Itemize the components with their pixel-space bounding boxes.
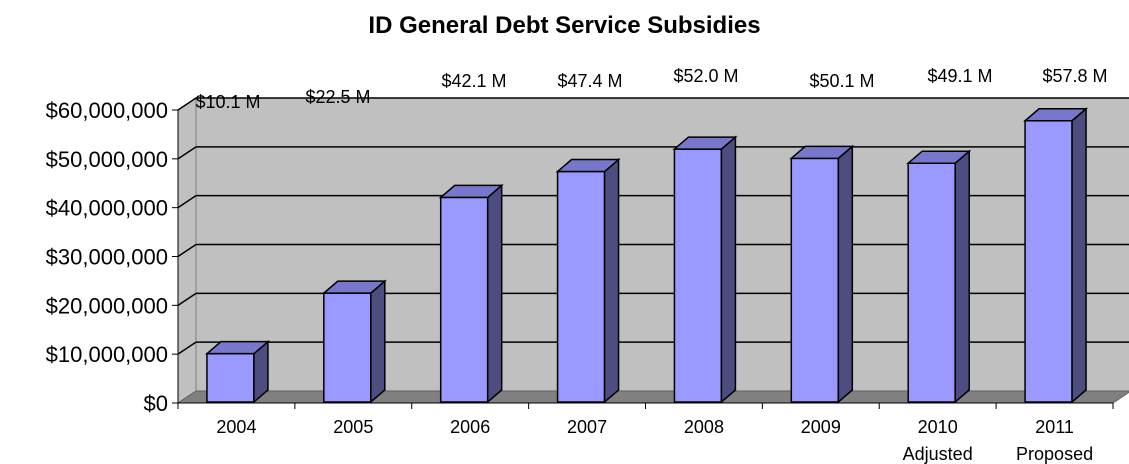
bar-side <box>720 135 737 404</box>
bar-side <box>837 144 854 404</box>
bar <box>206 352 255 403</box>
bar-top <box>204 340 270 355</box>
bar-side <box>954 149 970 404</box>
bar <box>907 162 956 403</box>
bar-side <box>603 157 620 404</box>
x-tick-label: 2004 <box>216 417 256 437</box>
x-tick-label: 2006 <box>450 417 490 437</box>
x-tick-label: Proposed <box>1016 444 1093 464</box>
data-label: $52.0 M <box>673 66 738 86</box>
bar <box>1024 119 1073 403</box>
bar-top <box>1023 107 1089 122</box>
bar <box>673 148 723 403</box>
bar-side <box>370 279 386 404</box>
data-label: $47.4 M <box>557 71 622 91</box>
x-tick-label: 2010 <box>918 417 958 437</box>
data-label: $49.1 M <box>927 66 992 86</box>
plot-floor <box>176 390 1129 404</box>
y-tick-label: $30,000,000 <box>46 245 168 270</box>
bar-top <box>906 150 972 164</box>
bar-side <box>1071 107 1087 404</box>
x-tick-label: 2008 <box>684 417 724 437</box>
bar-top <box>555 158 621 173</box>
gridline-side <box>177 195 197 209</box>
gridline-side <box>177 292 197 306</box>
x-tick-label: 2009 <box>801 417 841 437</box>
gridline-side <box>177 243 197 258</box>
data-label: $42.1 M <box>441 71 506 91</box>
gridline-side <box>177 341 197 355</box>
x-tick-label: 2011 <box>1035 417 1074 437</box>
y-tick-label: $20,000,000 <box>46 293 168 318</box>
y-tick-label: $10,000,000 <box>46 342 168 367</box>
x-tick-label: 2005 <box>333 417 373 437</box>
bar-top <box>321 280 387 294</box>
data-label: $50.1 M <box>809 71 874 91</box>
gridline-side <box>177 146 197 160</box>
y-tick-label: $60,000,000 <box>46 98 168 123</box>
x-tick-label: Adjusted <box>903 444 973 464</box>
bar <box>790 157 840 403</box>
data-label: $10.1 M <box>195 92 260 112</box>
bar <box>439 196 489 403</box>
y-tick-label: $0 <box>144 391 168 416</box>
x-tick-label: 2007 <box>567 417 607 437</box>
y-tick-label: $40,000,000 <box>46 196 168 221</box>
bar <box>323 292 372 403</box>
bar-side <box>486 183 503 404</box>
bar-top <box>438 184 504 199</box>
bar-top <box>789 145 855 160</box>
chart-title: ID General Debt Service Subsidies <box>368 12 761 39</box>
gridline-side <box>177 97 197 111</box>
data-label: $57.8 M <box>1042 66 1107 86</box>
bar-top <box>672 136 738 150</box>
bar <box>556 170 606 403</box>
y-tick-label: $50,000,000 <box>46 147 168 172</box>
data-label: $22.5 M <box>305 87 370 107</box>
